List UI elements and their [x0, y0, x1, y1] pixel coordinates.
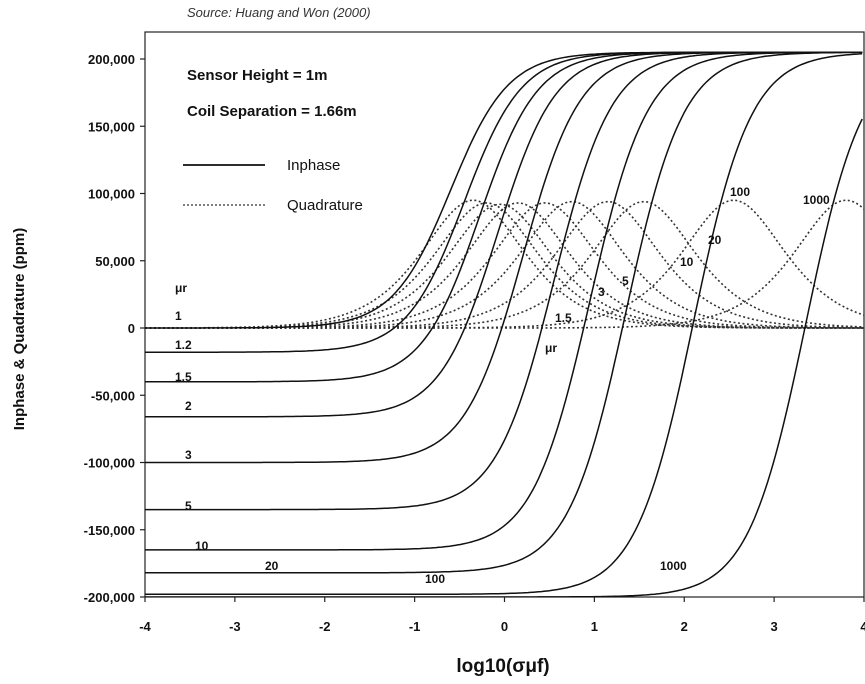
- annotation-sensor-height: Sensor Height = 1m: [187, 67, 327, 84]
- quadrature-line-5: [145, 200, 864, 329]
- quadrature-label-1000: 1000: [803, 193, 830, 207]
- inphase-label-1: 1: [175, 309, 182, 323]
- inphase-curves: [145, 51, 863, 597]
- inphase-line-1: [145, 51, 863, 329]
- y-tick-label: 200,000: [88, 52, 135, 67]
- quadrature-label-3: 3: [598, 285, 605, 299]
- quadrature-curves: [145, 199, 864, 329]
- quadrature-line-1: [145, 199, 864, 329]
- y-axis-title: Inphase & Quadrature (ppm): [11, 228, 28, 431]
- inphase-label-3: 3: [185, 448, 192, 462]
- axes: 200,000 150,000 100,000 50,000 0 -50,000 -100,…: [84, 31, 865, 634]
- x-tick-label: -1: [409, 619, 421, 634]
- legend-inphase-label: Inphase: [287, 157, 340, 174]
- quadrature-line-3: [145, 202, 864, 329]
- y-tick-label: -50,000: [91, 388, 135, 403]
- quadrature-line-20: [145, 200, 864, 329]
- x-tick-label: -3: [229, 619, 241, 634]
- y-tick-label: 50,000: [95, 254, 135, 269]
- inphase-label-20: 20: [265, 559, 279, 573]
- quadrature-label-100: 100: [730, 185, 750, 199]
- inphase-label-1-2: 1.2: [175, 338, 192, 352]
- inphase-line-10: [145, 51, 863, 551]
- quadrature-line-2: [145, 202, 864, 329]
- annotation-coil-separation: Coil Separation = 1.66m: [187, 103, 357, 120]
- x-tick-label: 4: [860, 619, 865, 634]
- source-note: Source: Huang and Won (2000): [187, 5, 371, 20]
- y-tick-label: 0: [128, 321, 135, 336]
- y-tick-label: 100,000: [88, 187, 135, 202]
- quadrature-line-10: [145, 200, 864, 329]
- x-tick-label: 3: [771, 619, 778, 634]
- inphase-line-20: [145, 51, 863, 574]
- inphase-label-10: 10: [195, 539, 209, 553]
- x-tick-label: 0: [501, 619, 508, 634]
- y-tick-label: 150,000: [88, 119, 135, 134]
- x-tick-label: 1: [591, 619, 598, 634]
- y-tick-label: -150,000: [84, 523, 135, 538]
- curve-labels: 1 1.2 1.5 2 3 5 10 20 100 1000 1.5 3 5 10 20 100 1000 μr μ…: [175, 185, 830, 586]
- quadrature-line-1-5: [145, 203, 864, 329]
- y-tick-label: -200,000: [84, 590, 135, 605]
- quadrature-line-1-2: [145, 202, 864, 329]
- quadrature-label-1-5: 1.5: [555, 311, 572, 325]
- inphase-label-2: 2: [185, 399, 192, 413]
- inphase-label-5: 5: [185, 499, 192, 513]
- y-tick-label: -100,000: [84, 456, 135, 471]
- quadrature-label-5: 5: [622, 274, 629, 288]
- x-tick-label: -4: [139, 619, 151, 634]
- legend-quadrature-label: Quadrature: [287, 197, 363, 214]
- inphase-line-1000: [145, 118, 863, 597]
- inphase-label-1-5: 1.5: [175, 370, 192, 384]
- inphase-label-1000: 1000: [660, 559, 687, 573]
- x-tick-label: 2: [681, 619, 688, 634]
- inphase-line-100: [145, 53, 863, 596]
- inphase-label-100: 100: [425, 572, 445, 586]
- quadrature-line-1000: [145, 199, 864, 329]
- quadrature-label-10: 10: [680, 255, 694, 269]
- inphase-line-5: [145, 51, 863, 511]
- quadrature-line-100: [145, 199, 864, 329]
- quadrature-label-20: 20: [708, 233, 722, 247]
- x-tick-label: -2: [319, 619, 331, 634]
- x-axis-title: log10(σμf): [456, 656, 549, 677]
- mu-r-label-left: μr: [175, 281, 187, 295]
- mu-r-label-quadrature: μr: [545, 341, 557, 355]
